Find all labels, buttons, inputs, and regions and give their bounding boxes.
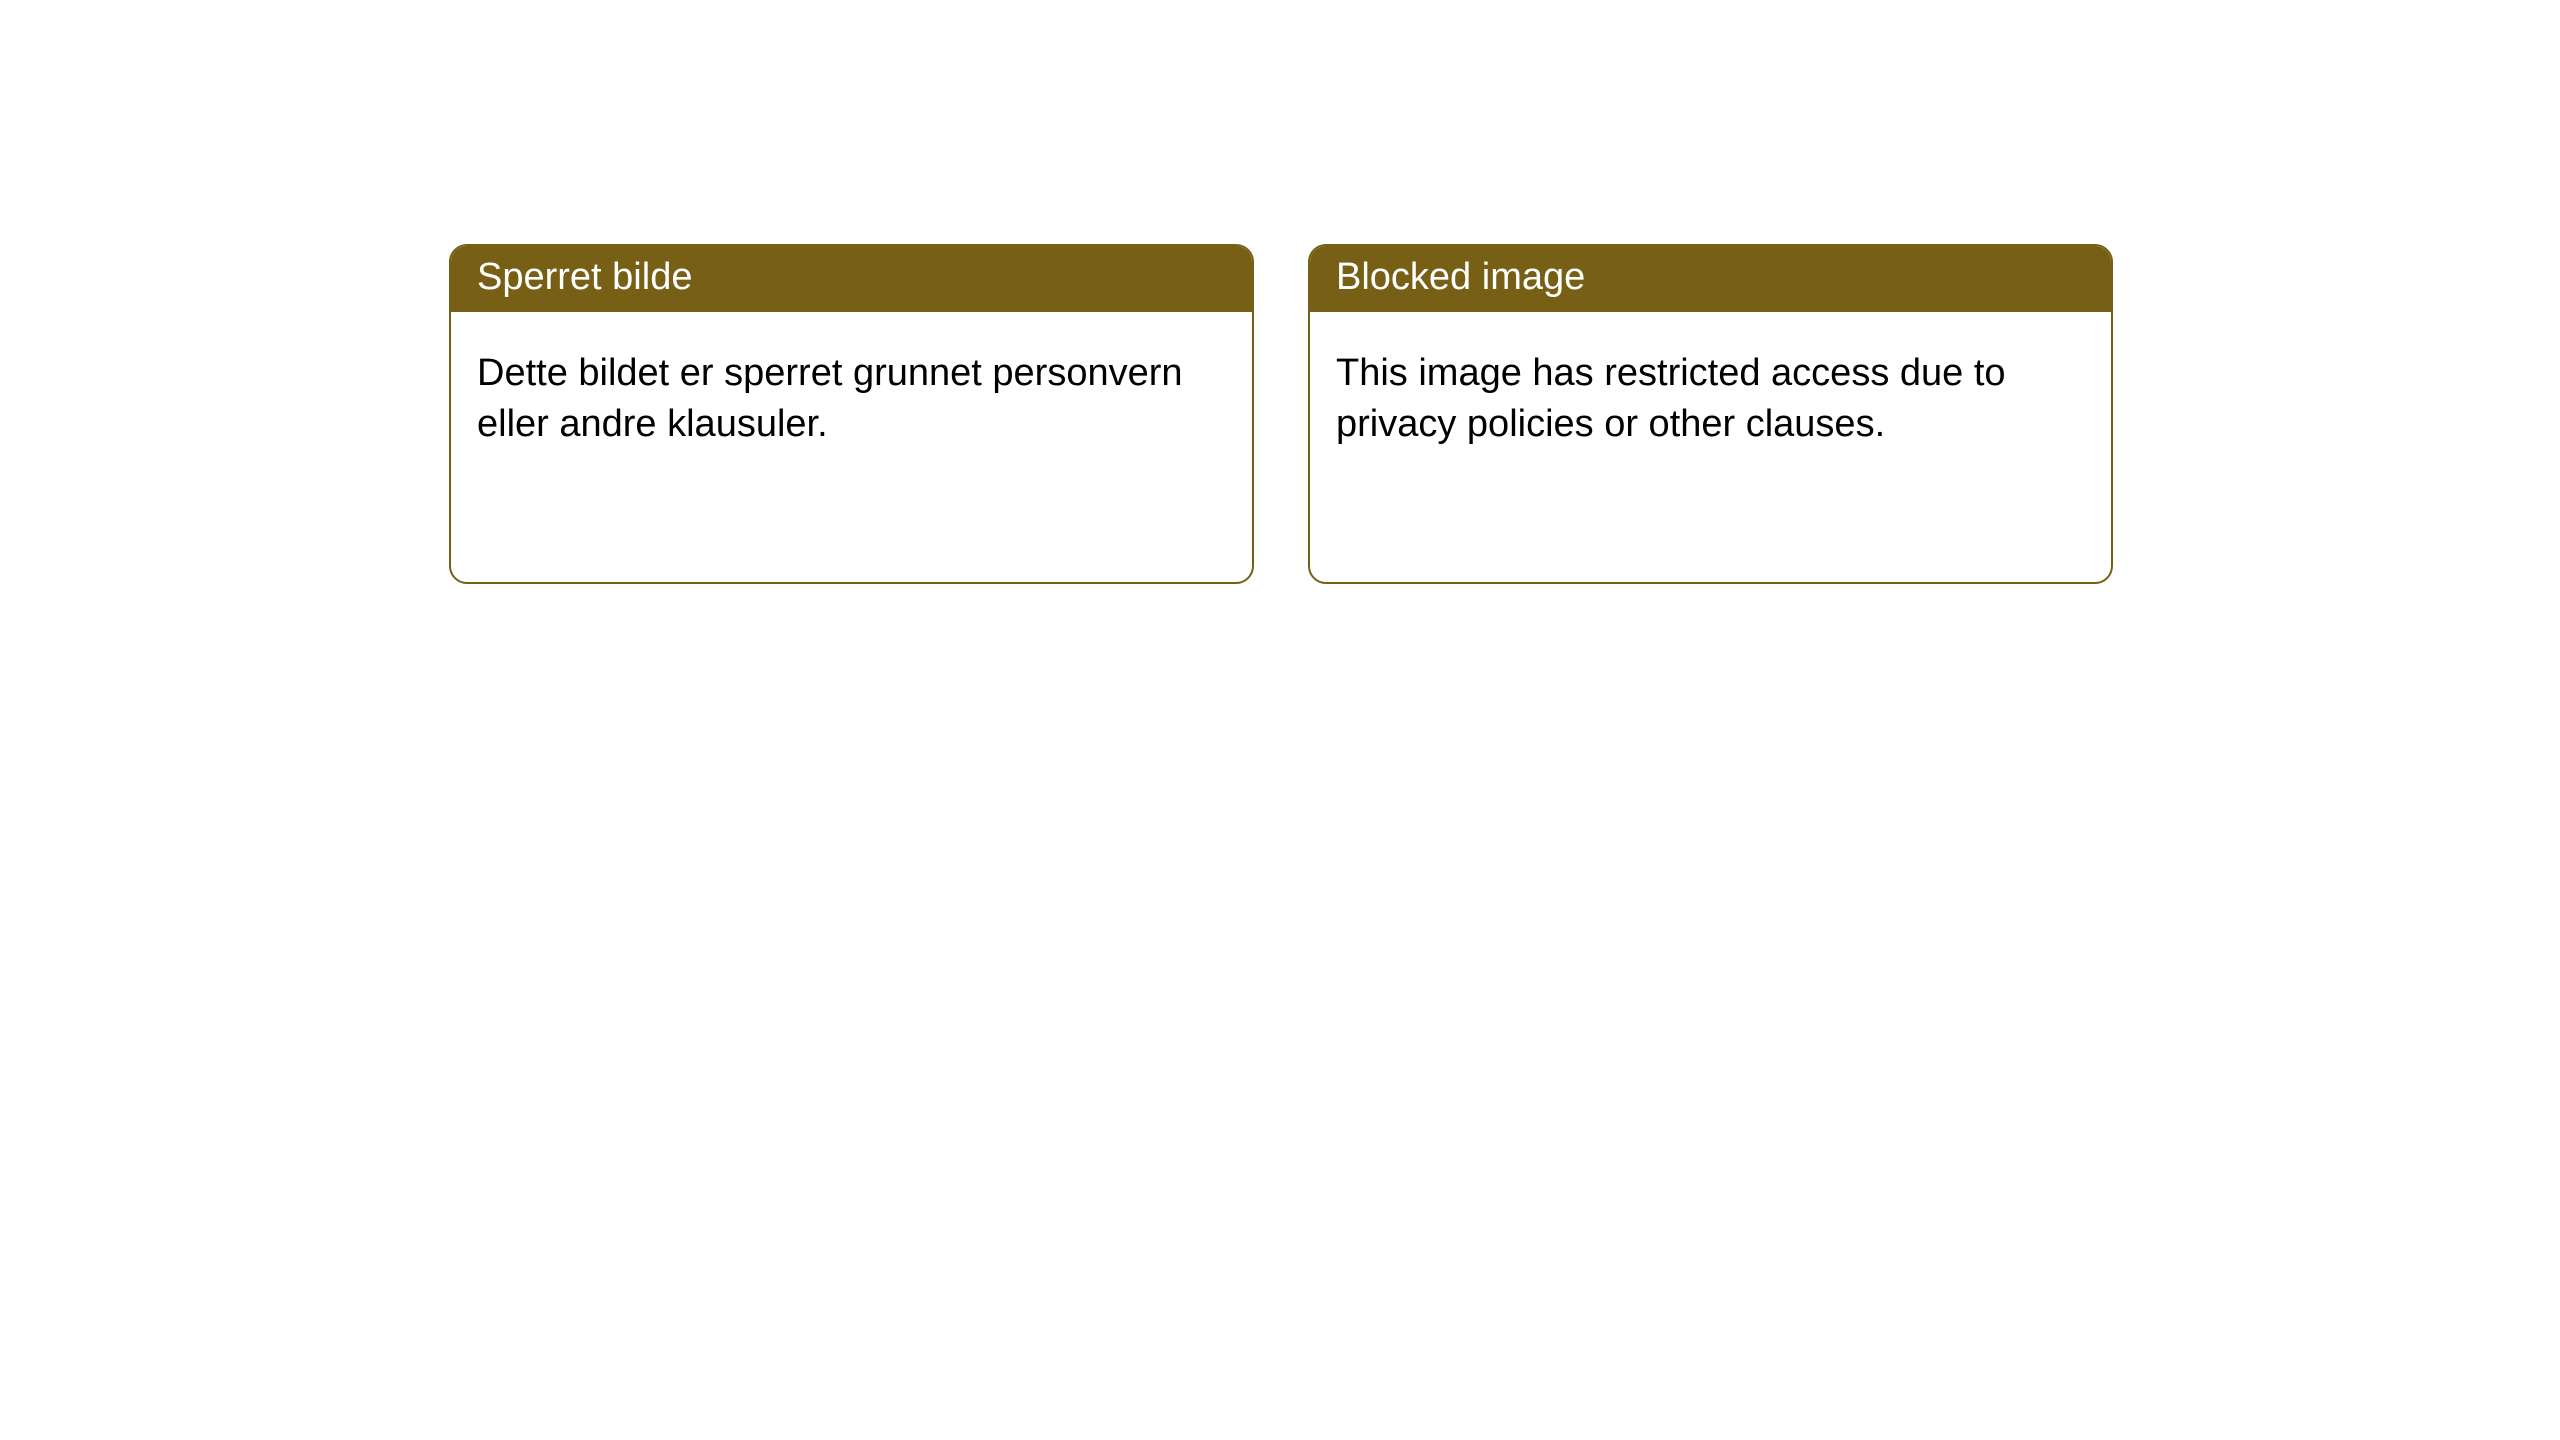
notice-body: This image has restricted access due to … bbox=[1310, 312, 2111, 582]
notice-card-english: Blocked image This image has restricted … bbox=[1308, 244, 2113, 584]
notice-header: Sperret bilde bbox=[451, 246, 1252, 312]
notice-header: Blocked image bbox=[1310, 246, 2111, 312]
notice-container: Sperret bilde Dette bildet er sperret gr… bbox=[0, 0, 2560, 584]
notice-body: Dette bildet er sperret grunnet personve… bbox=[451, 312, 1252, 582]
notice-card-norwegian: Sperret bilde Dette bildet er sperret gr… bbox=[449, 244, 1254, 584]
